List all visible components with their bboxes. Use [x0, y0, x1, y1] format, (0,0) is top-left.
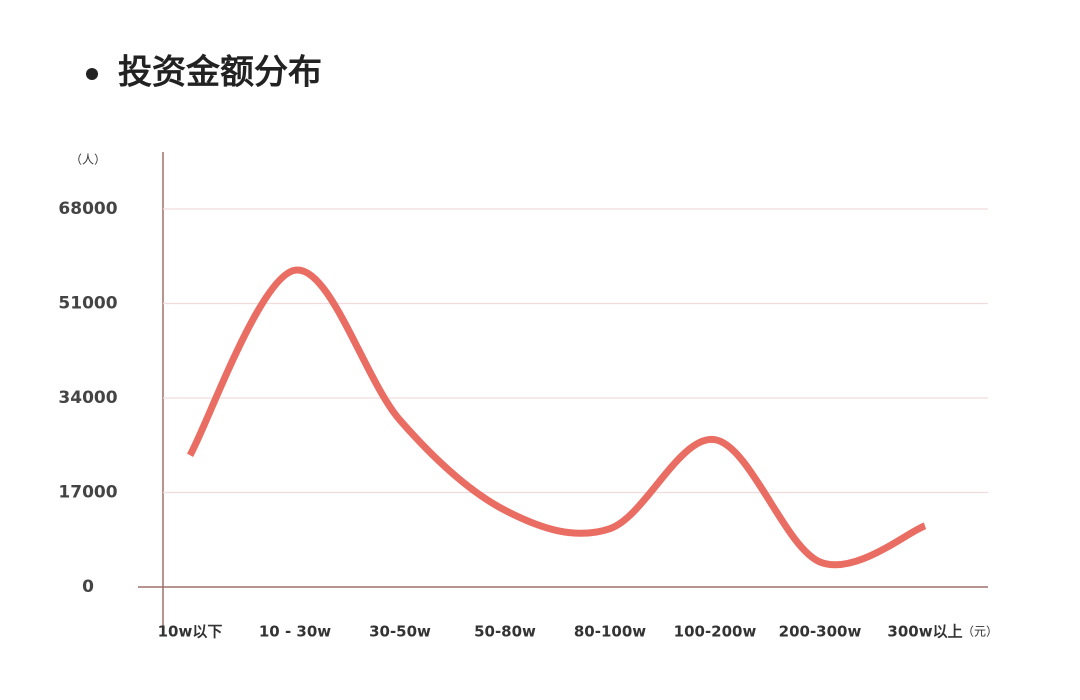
y-tick-label: 51000 [58, 294, 117, 314]
line-series [186, 266, 927, 569]
x-tick-label: 50-80w [474, 623, 536, 641]
x-tick-label: 10w以下 [158, 623, 223, 641]
x-tick-label: 300w以上 [887, 623, 962, 641]
y-tick-label: 34000 [58, 388, 117, 408]
y-axis-label: （人） [70, 153, 106, 167]
title-bullet [86, 68, 98, 80]
x-axis-label: （元） [962, 625, 998, 639]
y-tick-label: 0 [82, 577, 94, 597]
y-tick-label: 17000 [58, 483, 117, 503]
chart-title: 投资金额分布 [118, 53, 322, 93]
x-tick-label: 80-100w [574, 623, 646, 641]
y-tick-label: 68000 [58, 199, 117, 219]
x-tick-label: 30-50w [369, 623, 431, 641]
x-tick-label: 100-200w [674, 623, 757, 641]
x-tick-label: 200-300w [779, 623, 862, 641]
x-tick-label: 10 - 30w [259, 623, 331, 641]
